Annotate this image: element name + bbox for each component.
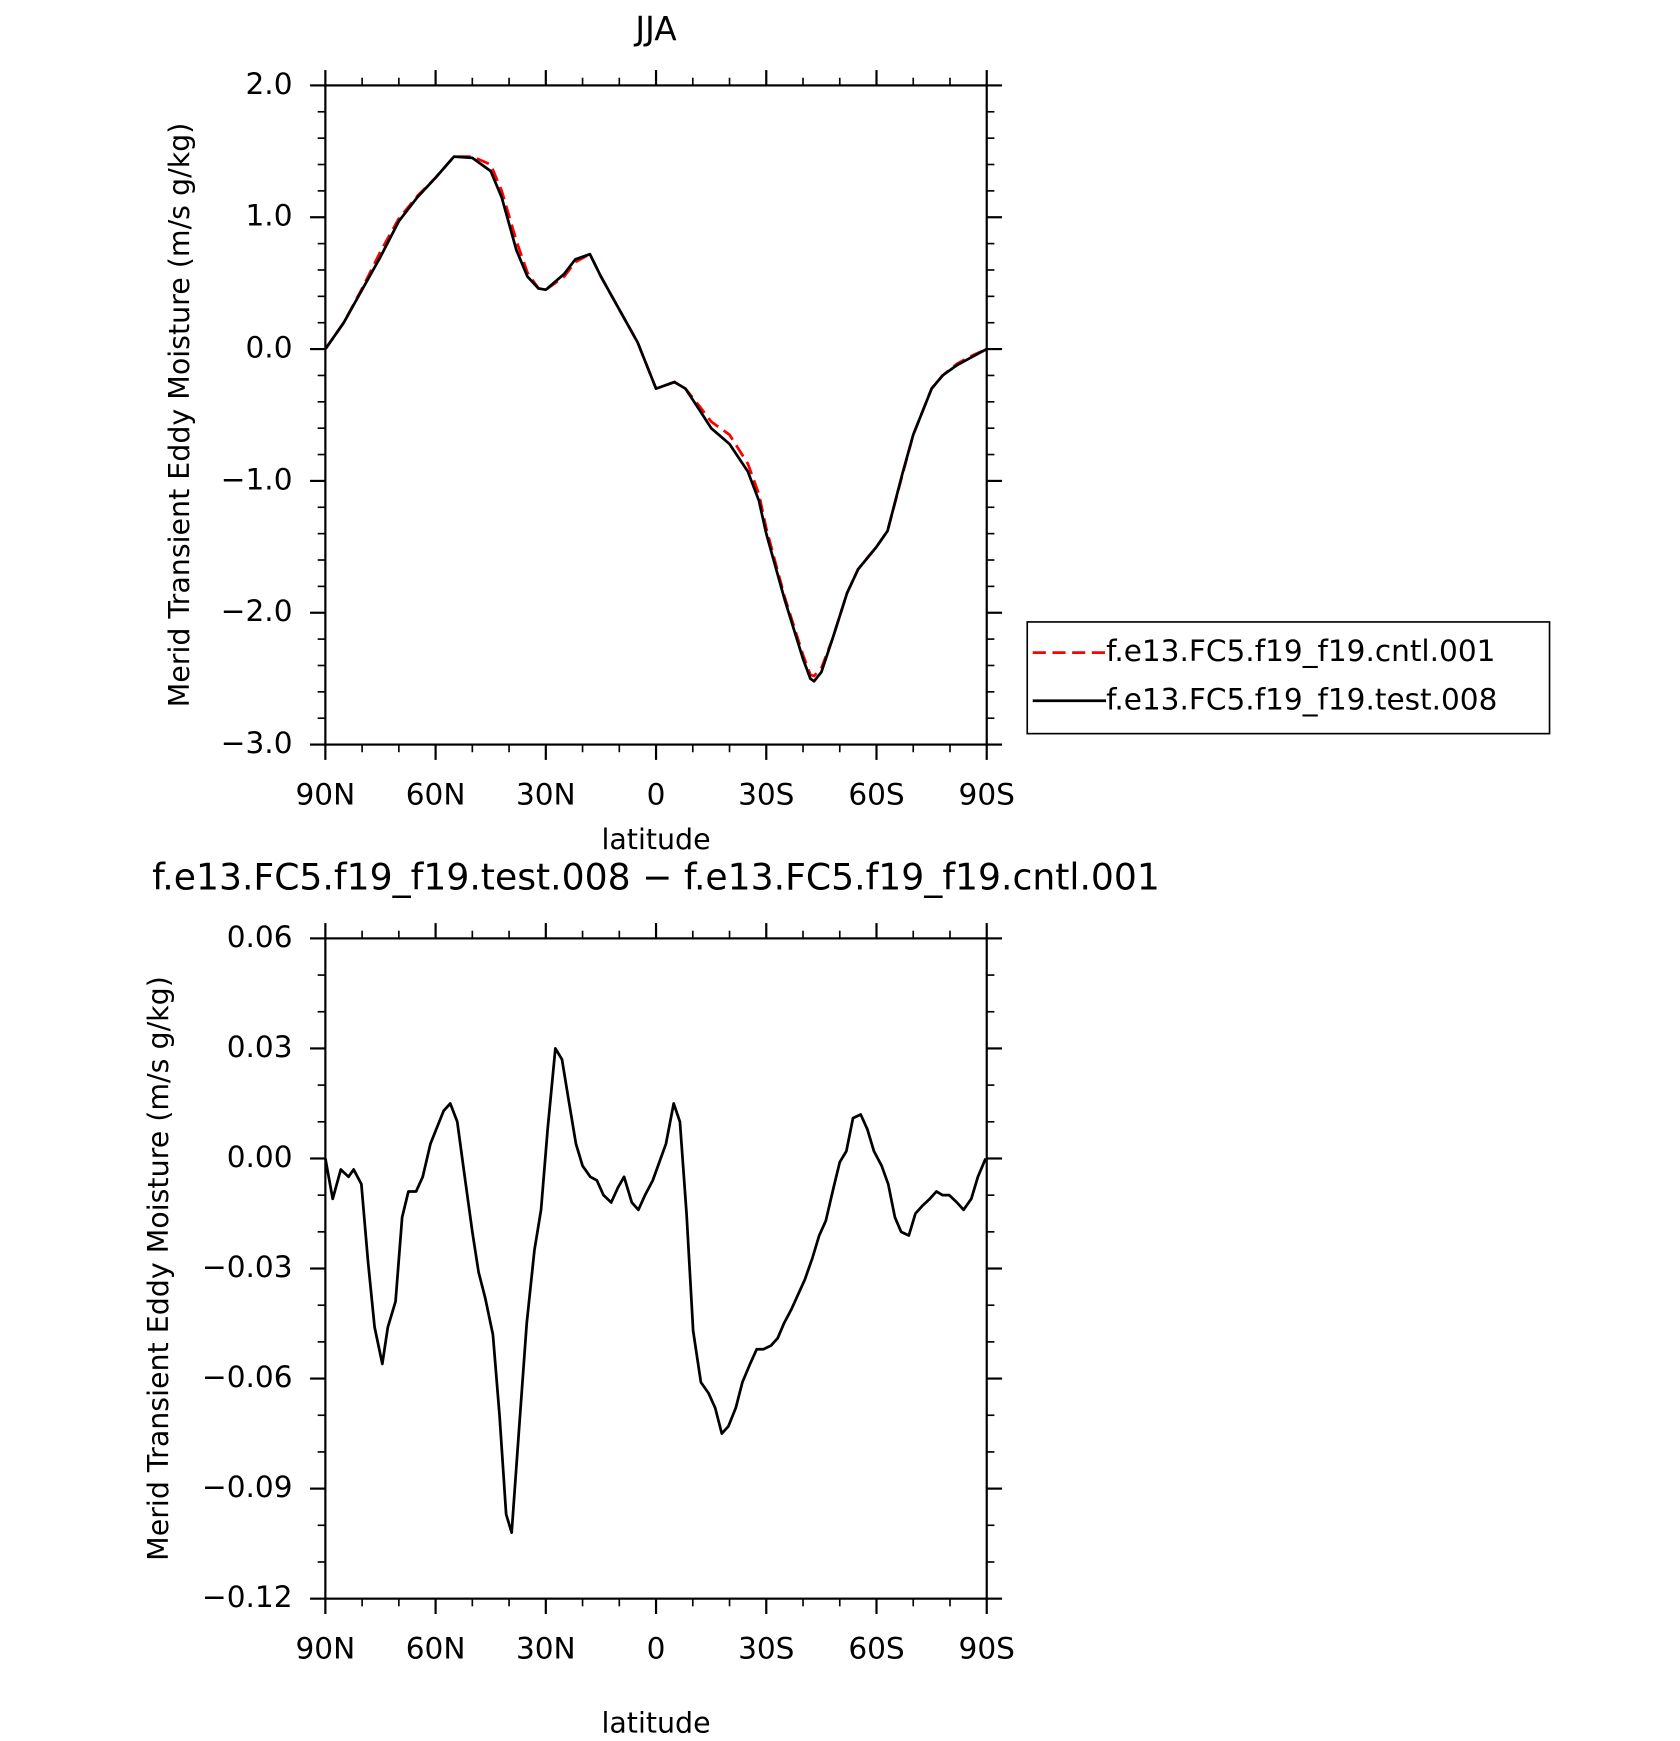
x-tick-label: 60S bbox=[848, 778, 904, 812]
y-tick-label: −2.0 bbox=[221, 594, 293, 628]
y-tick-label: 2.0 bbox=[246, 67, 293, 101]
legend-label: f.e13.FC5.f19_f19.cntl.001 bbox=[1106, 634, 1495, 668]
y-tick-label: 0.0 bbox=[246, 331, 293, 365]
y-axis-label: Merid Transient Eddy Moisture (m/s g/kg) bbox=[163, 123, 196, 708]
y-tick-label: 0.03 bbox=[227, 1030, 293, 1064]
y-tick-label: −3.0 bbox=[221, 726, 293, 760]
x-tick-label: 60N bbox=[406, 778, 466, 812]
legend-box bbox=[1026, 621, 1551, 735]
series-line bbox=[324, 155, 988, 678]
x-tick-label: 0 bbox=[647, 1632, 666, 1666]
chart-title: f.e13.FC5.f19_f19.test.008 − f.e13.FC5.f… bbox=[152, 855, 1160, 898]
x-axis-label: latitude bbox=[601, 1707, 710, 1740]
y-tick-label: 1.0 bbox=[246, 199, 293, 233]
y-tick-label: −0.09 bbox=[202, 1470, 293, 1504]
x-tick-label: 90S bbox=[959, 1632, 1015, 1666]
x-tick-label: 30S bbox=[738, 1632, 794, 1666]
x-tick-label: 60S bbox=[848, 1632, 904, 1666]
legend-label: f.e13.FC5.f19_f19.test.008 bbox=[1106, 682, 1497, 716]
y-tick-label: −0.06 bbox=[202, 1360, 293, 1394]
y-tick-label: 0.06 bbox=[227, 920, 293, 954]
x-tick-label: 30S bbox=[738, 778, 794, 812]
x-tick-label: 0 bbox=[647, 778, 666, 812]
chart-title: JJA bbox=[633, 10, 677, 48]
series-line bbox=[324, 1047, 987, 1534]
y-tick-label: −0.12 bbox=[202, 1580, 293, 1614]
plot-frame bbox=[324, 937, 988, 1600]
series-line bbox=[324, 155, 988, 683]
y-tick-label: 0.00 bbox=[227, 1140, 293, 1174]
x-tick-label: 90N bbox=[296, 1632, 356, 1666]
y-tick-label: −1.0 bbox=[221, 462, 293, 496]
y-axis-label: Merid Transient Eddy Moisture (m/s g/kg) bbox=[142, 976, 175, 1561]
x-tick-label: 90S bbox=[959, 778, 1015, 812]
y-tick-label: −0.03 bbox=[202, 1250, 293, 1284]
x-axis-label: latitude bbox=[601, 823, 710, 856]
x-tick-label: 30N bbox=[516, 1632, 576, 1666]
x-tick-label: 60N bbox=[406, 1632, 466, 1666]
x-tick-label: 30N bbox=[516, 778, 576, 812]
x-tick-label: 90N bbox=[296, 778, 356, 812]
plot-frame bbox=[324, 84, 988, 746]
